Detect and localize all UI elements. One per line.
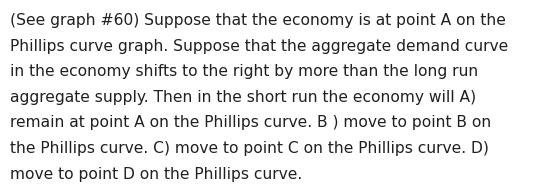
- Text: Phillips curve graph. Suppose that the aggregate demand curve: Phillips curve graph. Suppose that the a…: [10, 39, 508, 54]
- Text: the Phillips curve. C) move to point C on the Phillips curve. D): the Phillips curve. C) move to point C o…: [10, 141, 489, 156]
- Text: (See graph #60) Suppose that the economy is at point A on the: (See graph #60) Suppose that the economy…: [10, 13, 506, 28]
- Text: remain at point A on the Phillips curve. B ) move to point B on: remain at point A on the Phillips curve.…: [10, 115, 491, 130]
- Text: in the economy shifts to the right by more than the long run: in the economy shifts to the right by mo…: [10, 64, 478, 79]
- Text: aggregate supply. Then in the short run the economy will A): aggregate supply. Then in the short run …: [10, 90, 476, 105]
- Text: move to point D on the Phillips curve.: move to point D on the Phillips curve.: [10, 167, 302, 182]
